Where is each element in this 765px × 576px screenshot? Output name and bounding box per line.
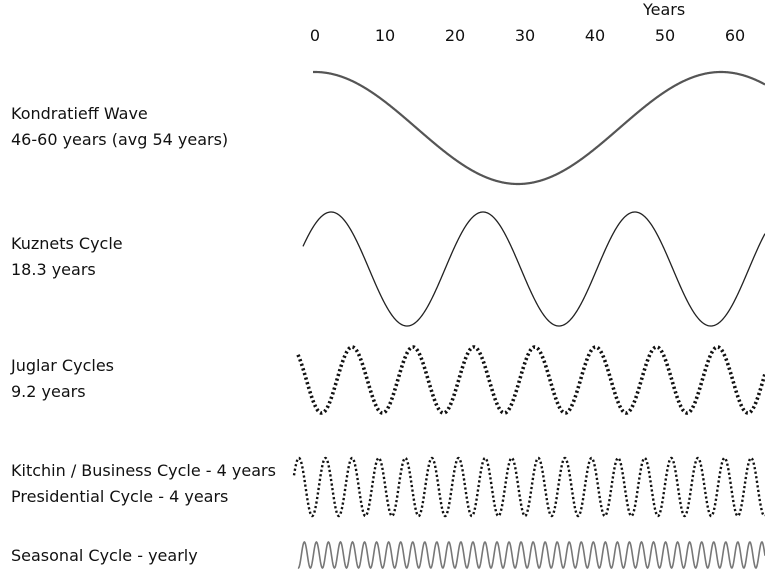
label-seasonal: Seasonal Cycle - yearly	[11, 543, 198, 569]
label-presidential-name: Presidential Cycle - 4 years	[11, 487, 229, 506]
label-kuznets-period: 18.3 years	[11, 260, 96, 279]
x-tick-label-0: 0	[309, 26, 321, 45]
label-kondratieff-period: 46-60 years (avg 54 years)	[11, 130, 229, 149]
label-kondratieff-name: Kondratieff Wave	[11, 104, 148, 123]
label-kitchin-name: Kitchin / Business Cycle - 4 years	[11, 461, 276, 480]
series-line-seasonal	[297, 540, 765, 570]
x-axis-title: Years	[643, 0, 686, 19]
label-kitchin: Kitchin / Business Cycle - 4 years Presi…	[11, 458, 276, 510]
label-kondratieff: Kondratieff Wave 46-60 years (avg 54 yea…	[11, 101, 228, 153]
x-tick-label-30: 30	[514, 26, 536, 45]
x-tick-label-60: 60	[724, 26, 746, 45]
series-line-kondratieff	[312, 70, 765, 186]
label-juglar-name: Juglar Cycles	[11, 356, 114, 375]
x-tick-label-20: 20	[444, 26, 466, 45]
label-kuznets-name: Kuznets Cycle	[11, 234, 123, 253]
x-tick-label-10: 10	[374, 26, 396, 45]
label-seasonal-name: Seasonal Cycle - yearly	[11, 546, 198, 565]
x-tick-label-50: 50	[654, 26, 676, 45]
series-line-juglar	[296, 345, 765, 415]
series-line-kuznets	[302, 211, 765, 327]
label-juglar: Juglar Cycles 9.2 years	[11, 353, 114, 405]
x-tick-label-40: 40	[584, 26, 606, 45]
series-line-kitchin	[292, 456, 765, 518]
label-juglar-period: 9.2 years	[11, 382, 86, 401]
label-kuznets: Kuznets Cycle 18.3 years	[11, 231, 123, 283]
